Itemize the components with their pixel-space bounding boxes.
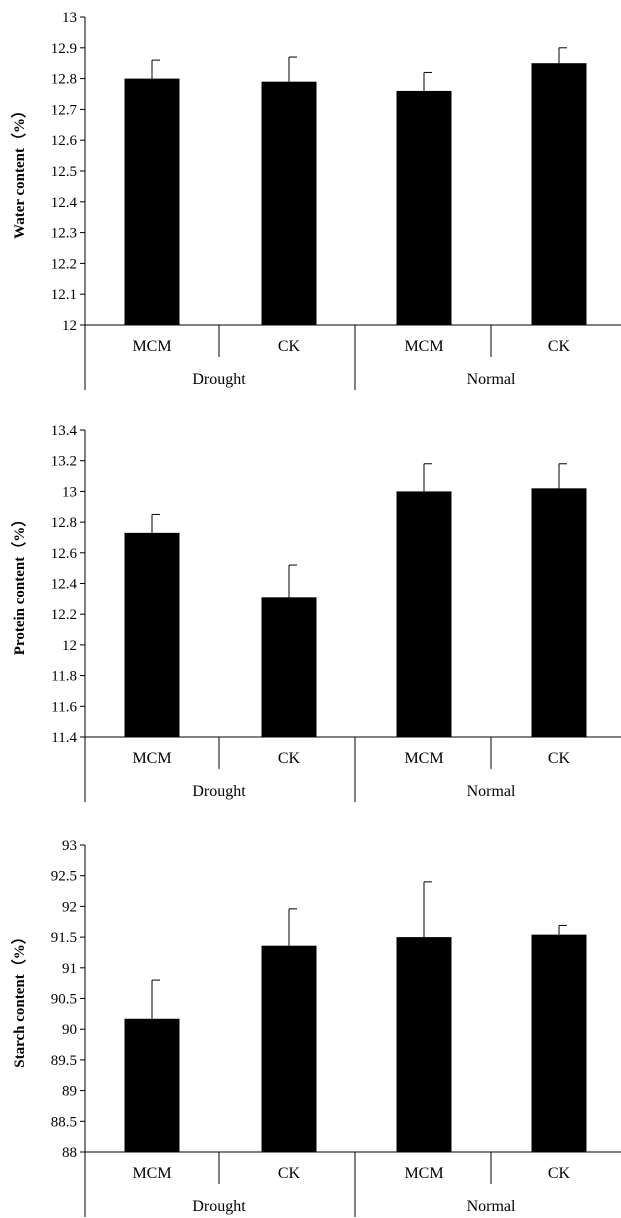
chart1-y-tick-label: 12.4 bbox=[51, 195, 78, 211]
chart3-y-tick-label: 92.5 bbox=[51, 869, 77, 885]
chart3-y-tick-label: 92 bbox=[62, 899, 77, 915]
chart2-bar bbox=[396, 491, 452, 737]
chart1-y-tick-label: 12.5 bbox=[51, 164, 77, 180]
chart1-category-label: MCM bbox=[132, 338, 171, 355]
chart1-category-label: CK bbox=[548, 338, 571, 355]
chart2-category-label: CK bbox=[278, 750, 301, 767]
chart2-y-tick-label: 13 bbox=[62, 484, 77, 500]
chart2-y-tick-label: 11.4 bbox=[51, 730, 77, 746]
chart2-category-label: MCM bbox=[404, 750, 443, 767]
chart1-y-tick-label: 12.7 bbox=[51, 102, 78, 118]
chart2-y-tick-label: 12.4 bbox=[51, 577, 78, 593]
chart2-bar bbox=[531, 488, 587, 737]
chart3-y-tick-label: 88 bbox=[62, 1145, 77, 1161]
chart2-y-tick-label: 11.6 bbox=[51, 699, 77, 715]
chart3-bar bbox=[261, 945, 317, 1152]
chart3-y-axis-title: Starch content（%） bbox=[10, 929, 28, 1067]
chart3-bar bbox=[531, 934, 587, 1152]
chart3-category-label: MCM bbox=[132, 1165, 171, 1182]
chart1-y-axis-title: Water content（%） bbox=[10, 103, 28, 239]
chart1-y-tick-label: 12.3 bbox=[51, 226, 77, 242]
chart2-bar bbox=[261, 597, 317, 737]
chart3-group-label: Normal bbox=[467, 1198, 516, 1215]
chart2-y-axis-title: Protein content（%） bbox=[10, 512, 28, 655]
chart3-y-tick-label: 91 bbox=[62, 961, 77, 977]
chart1-bar bbox=[124, 78, 180, 325]
chart2-y-tick-label: 12.8 bbox=[51, 515, 77, 531]
chart1-y-tick-label: 12.8 bbox=[51, 72, 77, 88]
chart1-bar bbox=[261, 81, 317, 326]
chart2-y-tick-label: 12 bbox=[62, 638, 77, 654]
chart2-y-tick-label: 13.4 bbox=[51, 423, 78, 439]
chart3-category-label: MCM bbox=[404, 1165, 443, 1182]
chart1-category-label: CK bbox=[278, 338, 301, 355]
chart1-y-tick-label: 12.6 bbox=[51, 133, 78, 149]
chart3-y-tick-label: 89.5 bbox=[51, 1053, 77, 1069]
chart1-y-tick-label: 13 bbox=[62, 10, 77, 26]
chart1-y-tick-label: 12.9 bbox=[51, 41, 77, 57]
chart2-category-label: MCM bbox=[132, 750, 171, 767]
chart2-y-tick-label: 11.8 bbox=[51, 669, 77, 685]
chart3-y-tick-label: 93 bbox=[62, 838, 77, 854]
chart2-y-tick-label: 12.2 bbox=[51, 607, 77, 623]
chart3-group-label: Drought bbox=[192, 1198, 246, 1215]
chart3-y-tick-label: 89 bbox=[62, 1084, 77, 1100]
chart1-y-tick-label: 12 bbox=[62, 318, 77, 334]
chart3-bar bbox=[396, 937, 452, 1152]
chart1-category-label: MCM bbox=[404, 338, 443, 355]
chart2-bar bbox=[124, 532, 180, 737]
chart3-category-label: CK bbox=[548, 1165, 571, 1182]
chart3-category-label: CK bbox=[278, 1165, 301, 1182]
chart1-y-tick-label: 12.1 bbox=[51, 287, 77, 303]
chart1-y-tick-label: 12.2 bbox=[51, 256, 77, 272]
chart1-group-label: Drought bbox=[192, 371, 246, 388]
chart3-y-tick-label: 88.5 bbox=[51, 1114, 77, 1130]
chart2-group-label: Normal bbox=[467, 783, 516, 800]
chart1-group-label: Normal bbox=[467, 371, 516, 388]
chart3-y-tick-label: 90.5 bbox=[51, 992, 77, 1008]
chart1-bar bbox=[396, 90, 452, 325]
chart2-y-tick-label: 12.6 bbox=[51, 546, 78, 562]
chart1-bar bbox=[531, 63, 587, 325]
chart2-category-label: CK bbox=[548, 750, 571, 767]
chart2-y-tick-label: 13.2 bbox=[51, 454, 77, 470]
chart2-group-label: Drought bbox=[192, 783, 246, 800]
chart3-y-tick-label: 91.5 bbox=[51, 930, 77, 946]
chart3-bar bbox=[124, 1018, 180, 1152]
chart3-y-tick-label: 90 bbox=[62, 1022, 77, 1038]
